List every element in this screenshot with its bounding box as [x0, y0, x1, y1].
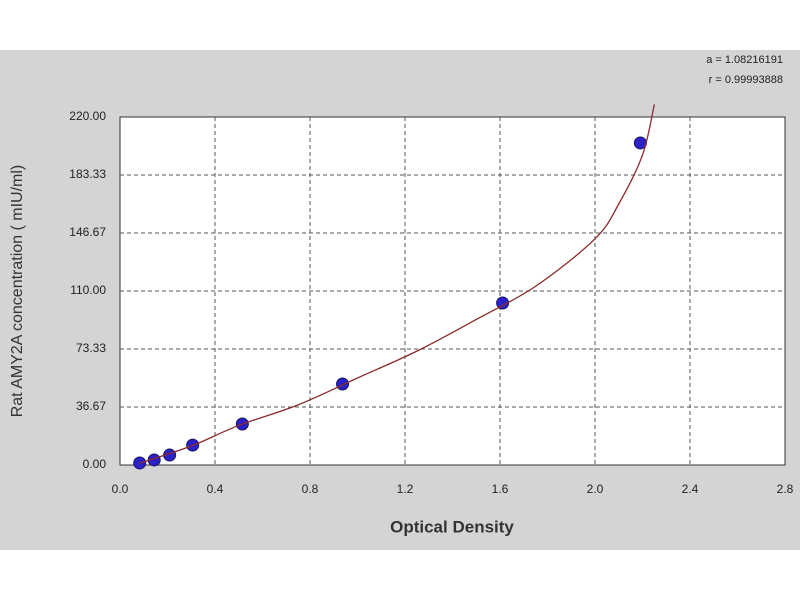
- x-tick-label: 1.6: [492, 482, 509, 496]
- y-tick-label: 0.00: [83, 457, 107, 471]
- y-tick-label: 36.67: [76, 399, 106, 413]
- x-tick-label: 1.2: [397, 482, 414, 496]
- x-tick-label: 2.4: [682, 482, 699, 496]
- fit-curve: [138, 104, 656, 465]
- annotation: a = 1.08216191: [706, 54, 783, 66]
- x-tick-label: 2.8: [777, 482, 794, 496]
- x-tick-label: 0.0: [112, 482, 129, 496]
- y-axis-label: Rat AMY2A concentration ( mIU/ml): [9, 165, 26, 418]
- y-tick-label: 183.33: [69, 167, 106, 181]
- y-tick-label: 110.00: [70, 283, 106, 297]
- x-axis-label: Optical Density: [390, 517, 514, 536]
- y-tick-label: 146.67: [69, 225, 106, 239]
- x-tick-label: 0.8: [302, 482, 319, 496]
- annotation: r = 0.99993888: [709, 74, 783, 86]
- y-tick-label: 220.00: [69, 109, 106, 123]
- data-point: [336, 377, 350, 391]
- x-tick-label: 0.4: [207, 482, 224, 496]
- x-tick-label: 2.0: [587, 482, 604, 496]
- y-tick-label: 73.33: [76, 341, 106, 355]
